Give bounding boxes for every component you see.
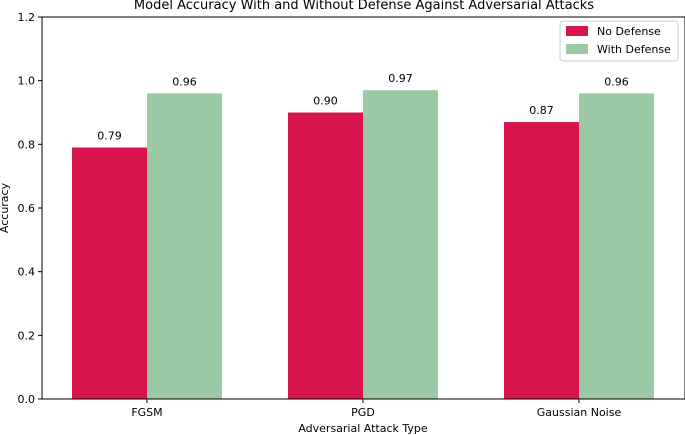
bar-value-label: 0.79	[97, 130, 122, 143]
legend-label-no-defense: No Defense	[597, 25, 661, 38]
bar-no-defense-pgd	[288, 112, 363, 399]
bar-with-defense-gaussian-noise	[579, 93, 654, 400]
chart-title: Model Accuracy With and Without Defense …	[134, 0, 594, 13]
legend-label-with-defense: With Defense	[597, 43, 671, 56]
y-tick-label: 0.6	[18, 202, 36, 215]
y-tick-label: 0.8	[18, 138, 36, 151]
x-axis-ticks: FGSM PGD Gaussian Noise	[131, 399, 621, 419]
y-axis-label: Accuracy	[0, 182, 11, 233]
y-tick-label: 1.0	[18, 75, 36, 88]
bars-group	[72, 90, 654, 400]
bar-labels-group: 0.79 0.96 0.90 0.97 0.87 0.96	[97, 72, 629, 142]
x-tick-label: FGSM	[131, 406, 162, 419]
x-axis-label: Adversarial Attack Type	[298, 422, 428, 435]
bar-with-defense-pgd	[363, 90, 438, 399]
y-tick-label: 0.0	[18, 393, 36, 406]
legend-box	[559, 20, 679, 62]
bar-value-label: 0.96	[604, 75, 629, 88]
bar-value-label: 0.96	[172, 75, 197, 88]
y-axis-ticks: 0.0 0.2 0.4 0.6 0.8 1.0 1.2	[18, 11, 42, 406]
x-tick-label: Gaussian Noise	[537, 406, 622, 419]
legend-swatch-no-defense	[566, 26, 588, 36]
x-tick-label: PGD	[351, 406, 375, 419]
bar-value-label: 0.90	[313, 95, 338, 108]
bar-no-defense-fgsm	[72, 147, 147, 399]
bar-no-defense-gaussian-noise	[504, 122, 579, 400]
y-tick-label: 1.2	[18, 11, 36, 24]
y-tick-label: 0.2	[18, 329, 36, 342]
legend: No Defense With Defense	[559, 20, 679, 62]
legend-swatch-with-defense	[566, 44, 588, 54]
bar-value-label: 0.87	[529, 104, 554, 117]
y-tick-label: 0.4	[18, 266, 36, 279]
bar-value-label: 0.97	[388, 72, 413, 85]
bar-with-defense-fgsm	[147, 93, 222, 400]
